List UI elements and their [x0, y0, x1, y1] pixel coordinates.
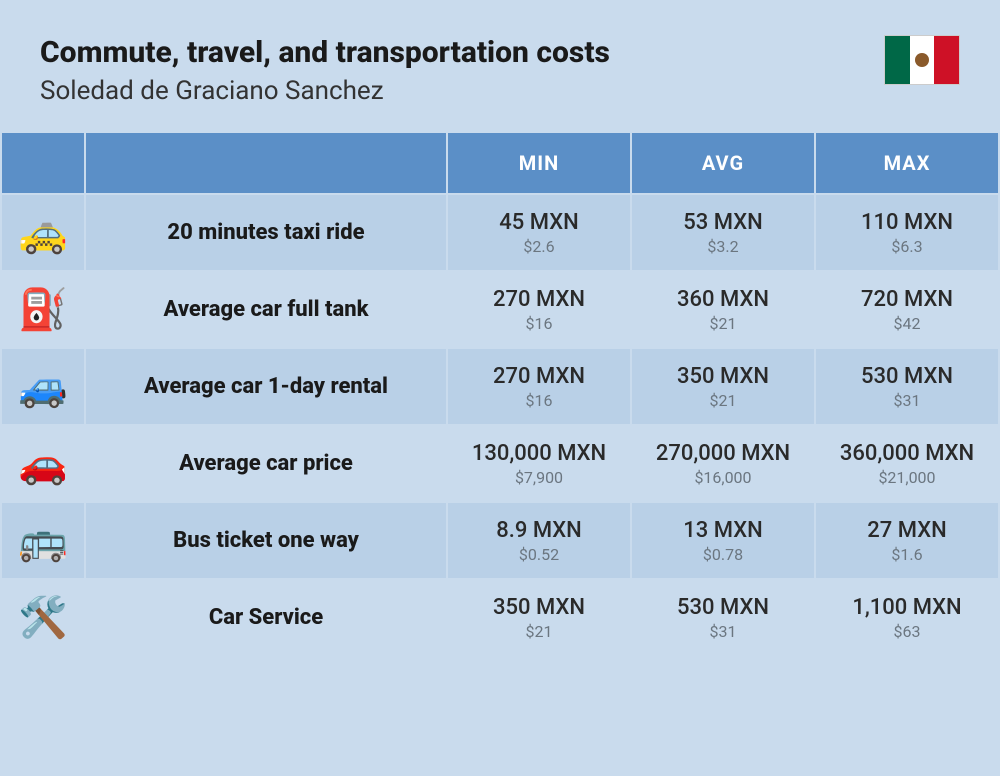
value-mxn: 270 MXN: [456, 287, 622, 312]
value-cell-min: 350 MXN $21: [448, 580, 630, 655]
header-avg: AVG: [632, 133, 814, 193]
value-usd: $2.6: [456, 237, 622, 256]
value-usd: $31: [824, 391, 990, 410]
value-mxn: 53 MXN: [640, 210, 806, 235]
table-row: ⛽Average car full tank 270 MXN $16 360 MXN $…: [2, 272, 998, 347]
value-mxn: 270,000 MXN: [640, 441, 806, 466]
value-usd: $31: [640, 622, 806, 641]
value-usd: $0.52: [456, 545, 622, 564]
flag-stripe-white: [910, 36, 935, 84]
value-usd: $0.78: [640, 545, 806, 564]
value-cell-avg: 350 MXN $21: [632, 349, 814, 424]
value-cell-avg: 53 MXN $3.2: [632, 195, 814, 270]
costs-table: MIN AVG MAX 🚕20 minutes taxi ride 45 MXN $…: [0, 131, 1000, 657]
value-cell-min: 45 MXN $2.6: [448, 195, 630, 270]
row-label: Car Service: [86, 580, 446, 655]
table-header-row: MIN AVG MAX: [2, 133, 998, 193]
value-usd: $42: [824, 314, 990, 333]
value-mxn: 110 MXN: [824, 210, 990, 235]
value-cell-avg: 360 MXN $21: [632, 272, 814, 347]
header-min: MIN: [448, 133, 630, 193]
row-icon: ⛽: [2, 272, 84, 347]
value-mxn: 8.9 MXN: [456, 518, 622, 543]
value-mxn: 13 MXN: [640, 518, 806, 543]
value-usd: $21: [640, 314, 806, 333]
value-cell-max: 360,000 MXN $21,000: [816, 426, 998, 501]
table-row: 🚕20 minutes taxi ride 45 MXN $2.6 53 MXN $3.…: [2, 195, 998, 270]
header: Commute, travel, and transportation cost…: [0, 0, 1000, 131]
value-usd: $16,000: [640, 468, 806, 487]
value-cell-max: 1,100 MXN $63: [816, 580, 998, 655]
value-mxn: 360 MXN: [640, 287, 806, 312]
row-label: 20 minutes taxi ride: [86, 195, 446, 270]
mexico-flag-icon: [884, 35, 960, 85]
value-usd: $21: [640, 391, 806, 410]
value-mxn: 130,000 MXN: [456, 441, 622, 466]
table-row: 🚙Average car 1-day rental 270 MXN $16 350 M…: [2, 349, 998, 424]
value-usd: $3.2: [640, 237, 806, 256]
value-cell-max: 110 MXN $6.3: [816, 195, 998, 270]
value-cell-avg: 13 MXN $0.78: [632, 503, 814, 578]
value-cell-avg: 270,000 MXN $16,000: [632, 426, 814, 501]
page-title: Commute, travel, and transportation cost…: [40, 35, 884, 70]
value-cell-min: 270 MXN $16: [448, 349, 630, 424]
value-mxn: 27 MXN: [824, 518, 990, 543]
value-usd: $21: [456, 622, 622, 641]
header-max: MAX: [816, 133, 998, 193]
value-mxn: 1,100 MXN: [824, 595, 990, 620]
value-cell-min: 130,000 MXN $7,900: [448, 426, 630, 501]
value-mxn: 350 MXN: [640, 364, 806, 389]
row-icon: 🚕: [2, 195, 84, 270]
value-usd: $21,000: [824, 468, 990, 487]
header-icon-col: [2, 133, 84, 193]
row-icon: 🚙: [2, 349, 84, 424]
flag-stripe-green: [885, 36, 910, 84]
flag-stripe-red: [934, 36, 959, 84]
table-row: 🚗Average car price 130,000 MXN $7,900 270,0…: [2, 426, 998, 501]
value-cell-max: 530 MXN $31: [816, 349, 998, 424]
row-icon: 🚗: [2, 426, 84, 501]
row-icon: 🛠️: [2, 580, 84, 655]
row-icon: 🚌: [2, 503, 84, 578]
value-usd: $7,900: [456, 468, 622, 487]
titles-block: Commute, travel, and transportation cost…: [40, 35, 884, 106]
value-usd: $63: [824, 622, 990, 641]
page-subtitle: Soledad de Graciano Sanchez: [40, 76, 884, 106]
value-mxn: 350 MXN: [456, 595, 622, 620]
row-label: Average car price: [86, 426, 446, 501]
value-cell-min: 270 MXN $16: [448, 272, 630, 347]
row-label: Average car 1-day rental: [86, 349, 446, 424]
value-mxn: 270 MXN: [456, 364, 622, 389]
flag-emblem-icon: [915, 53, 929, 67]
value-cell-avg: 530 MXN $31: [632, 580, 814, 655]
table-row: 🚌Bus ticket one way 8.9 MXN $0.52 13 MXN $0.…: [2, 503, 998, 578]
value-usd: $16: [456, 391, 622, 410]
value-usd: $16: [456, 314, 622, 333]
table-row: 🛠️Car Service 350 MXN $21 530 MXN $31 1,100 M…: [2, 580, 998, 655]
value-mxn: 530 MXN: [640, 595, 806, 620]
value-usd: $1.6: [824, 545, 990, 564]
row-label: Average car full tank: [86, 272, 446, 347]
value-usd: $6.3: [824, 237, 990, 256]
header-label-col: [86, 133, 446, 193]
value-mxn: 530 MXN: [824, 364, 990, 389]
value-mxn: 720 MXN: [824, 287, 990, 312]
value-cell-max: 27 MXN $1.6: [816, 503, 998, 578]
value-cell-max: 720 MXN $42: [816, 272, 998, 347]
value-cell-min: 8.9 MXN $0.52: [448, 503, 630, 578]
value-mxn: 45 MXN: [456, 210, 622, 235]
value-mxn: 360,000 MXN: [824, 441, 990, 466]
row-label: Bus ticket one way: [86, 503, 446, 578]
